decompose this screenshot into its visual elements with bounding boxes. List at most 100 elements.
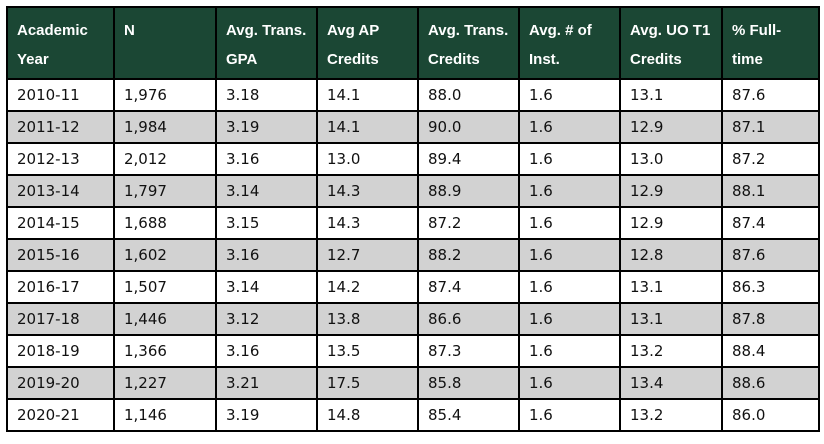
table-cell: 1,602 (113, 238, 217, 272)
table-cell: 88.1 (721, 174, 820, 208)
column-header-line: Avg AP (327, 22, 380, 39)
column-header-n: N (113, 6, 217, 80)
table-cell: 88.4 (721, 334, 820, 368)
table-cell: 88.2 (417, 238, 520, 272)
table-cell: 87.8 (721, 302, 820, 336)
table-cell: 1.6 (518, 142, 621, 176)
table-cell: 87.2 (417, 206, 520, 240)
table-cell: 17.5 (316, 366, 419, 400)
table-body: 2010-11 1,976 3.18 14.1 88.0 1.6 13.1 87.6 2011-… (6, 78, 820, 432)
table-cell: 14.1 (316, 110, 419, 144)
table-cell: 85.4 (417, 398, 520, 432)
table-cell: 1.6 (518, 270, 621, 304)
column-header-line: Year (17, 51, 49, 68)
table-cell: 88.0 (417, 78, 520, 112)
table-cell: 12.8 (619, 238, 723, 272)
table-cell: 1,976 (113, 78, 217, 112)
table-cell: 87.4 (417, 270, 520, 304)
table-cell: 2015-16 (6, 238, 115, 272)
table-row: 2020-21 1,146 3.19 14.8 85.4 1.6 13.2 86.0 (6, 398, 820, 432)
table-cell: 2020-21 (6, 398, 115, 432)
table-row: 2010-11 1,976 3.18 14.1 88.0 1.6 13.1 87.6 (6, 78, 820, 112)
column-header-avg-ap-credits: Avg AP Credits (316, 6, 419, 80)
table-cell: 86.0 (721, 398, 820, 432)
table-cell: 2014-15 (6, 206, 115, 240)
table-cell: 1.6 (518, 398, 621, 432)
table-row: 2018-19 1,366 3.16 13.5 87.3 1.6 13.2 88.4 (6, 334, 820, 368)
table-cell: 12.9 (619, 174, 723, 208)
table-cell: 1.6 (518, 366, 621, 400)
table-header-row: Academic Year N Avg. Trans. GPA Avg AP Credits… (6, 6, 820, 80)
table-cell: 13.5 (316, 334, 419, 368)
table-cell: 13.1 (619, 270, 723, 304)
table-cell: 3.19 (215, 110, 318, 144)
table-cell: 14.1 (316, 78, 419, 112)
table-cell: 14.3 (316, 174, 419, 208)
column-header-line: Inst. (529, 51, 560, 68)
column-header-line: Avg. Trans. (428, 22, 509, 39)
table-cell: 13.1 (619, 78, 723, 112)
table-cell: 1.6 (518, 78, 621, 112)
table-cell: 87.3 (417, 334, 520, 368)
table-cell: 13.0 (316, 142, 419, 176)
table-cell: 1,446 (113, 302, 217, 336)
table-cell: 87.6 (721, 238, 820, 272)
table-cell: 1.6 (518, 334, 621, 368)
column-header-line: Avg. UO T1 (630, 22, 711, 39)
table-cell: 88.6 (721, 366, 820, 400)
table-cell: 12.9 (619, 206, 723, 240)
column-header-avg-of-inst: Avg. # of Inst. (518, 6, 621, 80)
table-cell: 14.2 (316, 270, 419, 304)
table-row: 2016-17 1,507 3.14 14.2 87.4 1.6 13.1 86.3 (6, 270, 820, 304)
column-header-line: Academic (17, 22, 88, 39)
table-cell: 14.3 (316, 206, 419, 240)
table-row: 2011-12 1,984 3.19 14.1 90.0 1.6 12.9 87.1 (6, 110, 820, 144)
table-cell: 13.8 (316, 302, 419, 336)
table-cell: 1,227 (113, 366, 217, 400)
column-header-avg-trans-gpa: Avg. Trans. GPA (215, 6, 318, 80)
academic-year-stats-table: Academic Year N Avg. Trans. GPA Avg AP Credits… (6, 6, 820, 432)
table-cell: 3.14 (215, 270, 318, 304)
column-header-line: GPA (226, 51, 258, 68)
table-cell: 12.7 (316, 238, 419, 272)
column-header-avg-uo-t1-credits: Avg. UO T1 Credits (619, 6, 723, 80)
column-header-line: Credits (428, 51, 480, 68)
table-cell: 2011-12 (6, 110, 115, 144)
table-row: 2013-14 1,797 3.14 14.3 88.9 1.6 12.9 88.1 (6, 174, 820, 208)
table-row: 2017-18 1,446 3.12 13.8 86.6 1.6 13.1 87.8 (6, 302, 820, 336)
table-cell: 13.0 (619, 142, 723, 176)
table-row: 2019-20 1,227 3.21 17.5 85.8 1.6 13.4 88.6 (6, 366, 820, 400)
table-cell: 14.8 (316, 398, 419, 432)
column-header-line: Credits (630, 51, 682, 68)
table-cell: 2018-19 (6, 334, 115, 368)
table-cell: 2013-14 (6, 174, 115, 208)
table-cell: 3.16 (215, 334, 318, 368)
table-cell: 13.2 (619, 334, 723, 368)
table-cell: 13.2 (619, 398, 723, 432)
table-header: Academic Year N Avg. Trans. GPA Avg AP Credits… (6, 6, 820, 80)
table-cell: 3.19 (215, 398, 318, 432)
table-cell: 90.0 (417, 110, 520, 144)
table-cell: 1,366 (113, 334, 217, 368)
table-cell: 3.16 (215, 142, 318, 176)
table-row: 2015-16 1,602 3.16 12.7 88.2 1.6 12.8 87.6 (6, 238, 820, 272)
table-cell: 1,146 (113, 398, 217, 432)
table-cell: 3.21 (215, 366, 318, 400)
column-header-line: N (124, 22, 135, 39)
table-cell: 3.12 (215, 302, 318, 336)
table-cell: 3.18 (215, 78, 318, 112)
table-cell: 1.6 (518, 238, 621, 272)
table-cell: 3.14 (215, 174, 318, 208)
table-cell: 1.6 (518, 174, 621, 208)
table-row: 2012-13 2,012 3.16 13.0 89.4 1.6 13.0 87.2 (6, 142, 820, 176)
table-cell: 2010-11 (6, 78, 115, 112)
table-cell: 88.9 (417, 174, 520, 208)
column-header-full-time: % Full-time (721, 6, 820, 80)
table-cell: 2017-18 (6, 302, 115, 336)
table-row: 2014-15 1,688 3.15 14.3 87.2 1.6 12.9 87.4 (6, 206, 820, 240)
table-cell: 87.4 (721, 206, 820, 240)
table-cell: 3.16 (215, 238, 318, 272)
table-cell: 2019-20 (6, 366, 115, 400)
table-cell: 1,797 (113, 174, 217, 208)
